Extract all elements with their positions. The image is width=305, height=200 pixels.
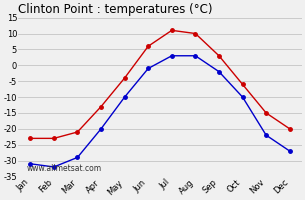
Text: Clinton Point : temperatures (°C): Clinton Point : temperatures (°C) [19, 3, 213, 16]
Text: www.allmetsat.com: www.allmetsat.com [27, 164, 102, 173]
